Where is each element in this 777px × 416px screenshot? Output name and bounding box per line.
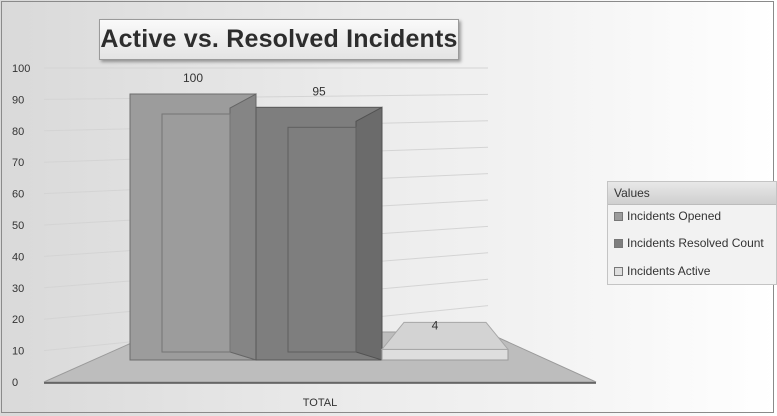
legend-label-incidents-resolved: Incidents Resolved Count — [627, 236, 764, 250]
y-tick-label: 70 — [12, 157, 24, 169]
legend: Values Incidents Opened Incidents Resolv… — [607, 181, 777, 285]
legend-item-incidents-resolved: Incidents Resolved Count — [614, 235, 764, 251]
bar-side — [355, 106, 383, 361]
x-category-label: TOTAL — [303, 397, 337, 409]
legend-swatch-incidents-active — [614, 266, 623, 276]
y-tick-label: 0 — [12, 377, 18, 389]
y-tick-label: 60 — [12, 189, 24, 201]
legend-title: Values — [608, 182, 776, 205]
y-tick-label: 80 — [12, 126, 24, 138]
legend-swatch-incidents-opened — [614, 211, 623, 221]
y-tick-label: 100 — [12, 63, 30, 75]
data-label: 4 — [432, 318, 439, 332]
bar-inner-edge — [161, 113, 231, 353]
y-tick-label: 40 — [12, 251, 24, 263]
legend-label-incidents-opened: Incidents Opened — [627, 209, 722, 223]
y-tick-label: 90 — [12, 94, 24, 106]
legend-swatch-incidents-resolved — [614, 238, 623, 248]
bar-front — [381, 348, 509, 361]
gridline — [43, 93, 489, 100]
y-tick-label: 20 — [12, 314, 24, 326]
legend-item-incidents-opened: Incidents Opened — [614, 208, 721, 224]
legend-item-incidents-active: Incidents Active — [614, 263, 710, 279]
y-tick-label: 10 — [12, 346, 24, 358]
y-tick-label: 50 — [12, 220, 24, 232]
legend-label-incidents-active: Incidents Active — [627, 264, 711, 278]
bar-side — [229, 93, 257, 361]
y-tick-label: 30 — [12, 283, 24, 295]
bar-inner-edge — [287, 126, 357, 353]
chart-title-box: Active vs. Resolved Incidents — [99, 19, 459, 60]
data-label: 100 — [183, 71, 203, 85]
data-label: 95 — [312, 84, 326, 98]
chart-title: Active vs. Resolved Incidents — [100, 25, 458, 53]
bar-depth — [380, 321, 510, 350]
